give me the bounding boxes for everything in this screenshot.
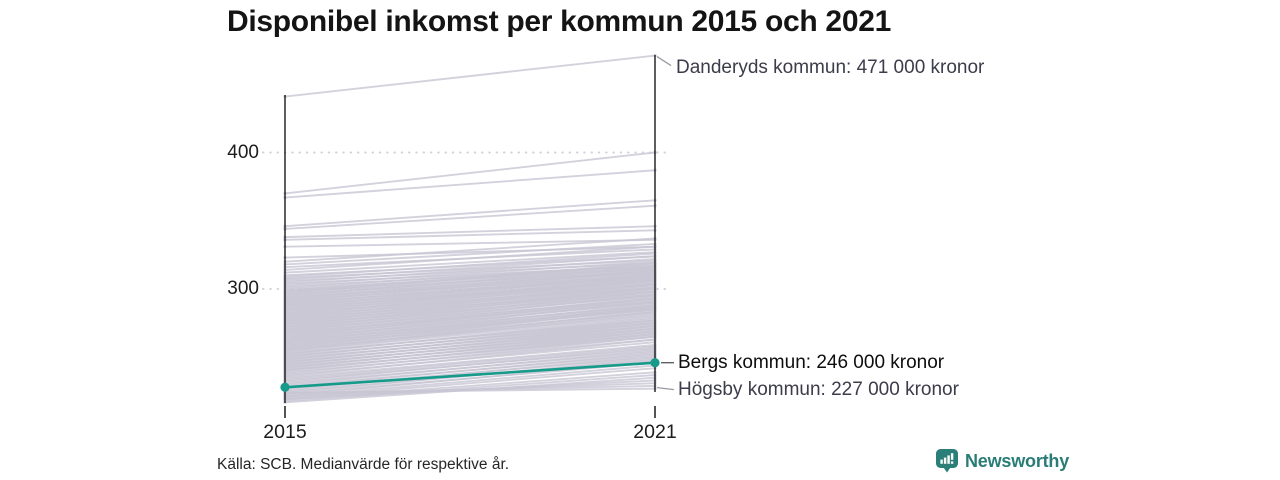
annotation-bergs: Bergs kommun: 246 000 kronor — [678, 352, 945, 373]
x-tick-label-2015: 2015 — [263, 421, 307, 443]
annotation-hogsby: Högsby kommun: 227 000 kronor — [678, 379, 959, 400]
chart-title: Disponibel inkomst per kommun 2015 och 2… — [227, 5, 891, 38]
x-tick-label-2021: 2021 — [633, 421, 677, 443]
source-note: Källa: SCB. Medianvärde för respektive å… — [217, 456, 510, 473]
newsworthy-logo: Newsworthy — [936, 449, 1069, 473]
annotation-danderyd: Danderyds kommun: 471 000 kronor — [676, 57, 985, 78]
y-tick-label-400: 400 — [227, 142, 259, 163]
y-tick-label-300: 300 — [227, 278, 259, 299]
newsworthy-bar-chart-icon — [936, 449, 958, 473]
newsworthy-wordmark: Newsworthy — [965, 450, 1070, 471]
